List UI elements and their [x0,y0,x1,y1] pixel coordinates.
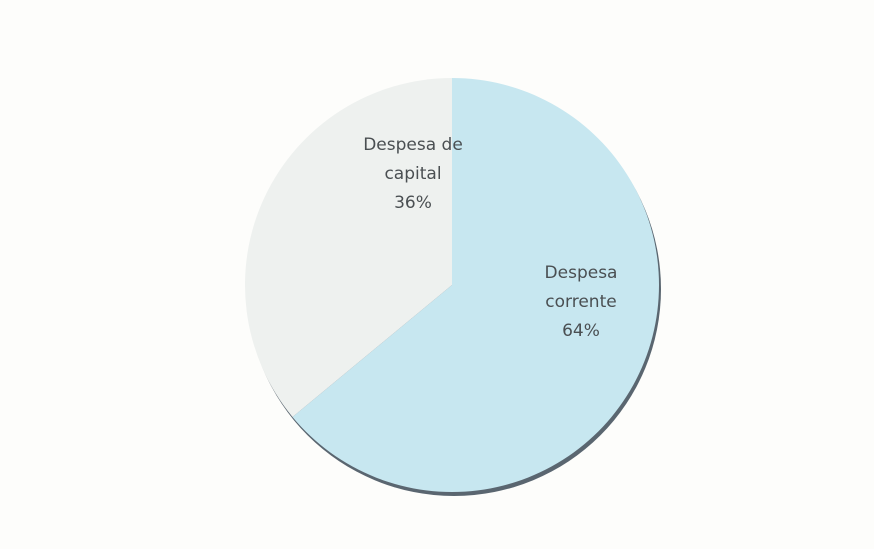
slice-label-2-line-2: capital [384,164,441,184]
slice-label-1-line-1: Despesa [545,263,618,283]
pie-slice-1 [292,78,659,493]
slice-label-1-line-2: corrente [545,292,616,312]
pie-slice-2 [245,78,452,417]
slice-label-2-line-1: Despesa de [363,135,463,155]
slice-label-2: Despesa de capital 36% [363,135,463,213]
slice-label-1-line-3: 64% [562,321,600,341]
slice-label-2-line-3: 36% [394,193,432,213]
slice-label-1: Despesa corrente 64% [545,263,618,341]
